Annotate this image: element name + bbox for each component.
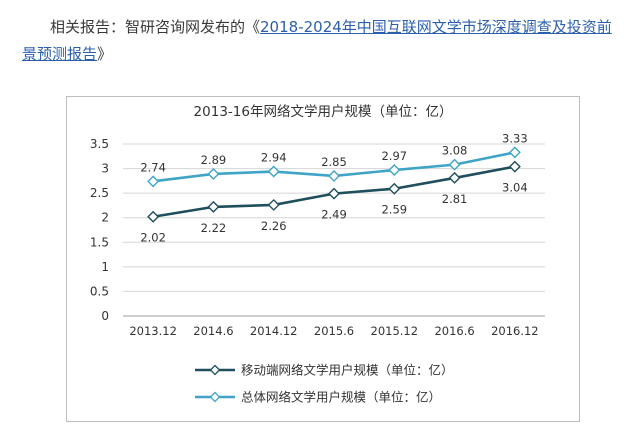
x-tick-label: 2014.12 xyxy=(250,324,298,338)
chart-frame: 2013-16年网络文学用户规模（单位：亿） 0 0.5 1 1.5 2 2.5 3 3.5 … xyxy=(66,96,580,422)
data-label: 2.49 xyxy=(321,208,347,222)
data-label: 2.59 xyxy=(381,203,407,217)
data-label: 2.97 xyxy=(381,149,407,163)
gridlines xyxy=(123,143,545,317)
legend-marker xyxy=(209,364,221,376)
legend-label: 总体网络文学用户规模（单位：亿） xyxy=(241,390,441,405)
data-point-marker xyxy=(388,164,401,177)
y-tick-label: 2 xyxy=(101,211,109,225)
data-point-marker xyxy=(207,200,220,213)
y-tick-label: 0.5 xyxy=(90,284,109,298)
series-layer: 2.02 2.22 2.26 2.49 2.59 2.81 3.04 2.74 2.89 2.94… xyxy=(140,131,527,244)
data-point-marker xyxy=(147,210,160,223)
data-label: 2.74 xyxy=(140,160,166,174)
data-label: 2.89 xyxy=(201,153,227,167)
x-tick-label: 2013.12 xyxy=(129,324,177,338)
series-total: 2.74 2.89 2.94 2.85 2.97 3.08 3.33 xyxy=(140,131,528,188)
legend-item: 总体网络文学用户规模（单位：亿） xyxy=(195,390,441,405)
data-label: 2.85 xyxy=(321,155,347,169)
chart-title: 2013-16年网络文学用户规模（单位：亿） xyxy=(194,103,453,120)
x-tick-label: 2014.6 xyxy=(193,324,233,338)
report-link[interactable]: 2018-2024年中国互联网文学市场深度调查及投资前景预测报告 xyxy=(22,18,612,63)
data-point-marker xyxy=(147,175,160,188)
y-tick-label: 1.5 xyxy=(90,235,109,249)
intro-prefix: 相关报告：智研咨询网发布的《 xyxy=(50,18,261,36)
x-tick-label: 2016.6 xyxy=(434,324,474,338)
data-label: 2.81 xyxy=(442,192,468,206)
data-point-marker xyxy=(267,165,280,178)
legend: 移动端网络文学用户规模（单位：亿） 总体网络文学用户规模（单位：亿） xyxy=(195,363,454,405)
y-tick-label: 3 xyxy=(101,162,109,176)
data-point-marker xyxy=(448,158,461,171)
legend-item: 移动端网络文学用户规模（单位：亿） xyxy=(195,363,454,378)
data-point-marker xyxy=(388,182,401,195)
data-point-marker xyxy=(508,160,521,173)
data-label: 3.33 xyxy=(502,131,528,145)
x-tick-label: 2015.6 xyxy=(314,324,354,338)
data-label: 3.08 xyxy=(442,144,468,158)
y-tick-label: 2.5 xyxy=(90,186,109,200)
data-label: 2.94 xyxy=(261,151,287,165)
related-report-note: 相关报告：智研咨询网发布的《2018-2024年中国互联网文学市场深度调查及投资… xyxy=(22,14,622,68)
x-tick-label: 2016.12 xyxy=(491,324,539,338)
data-point-marker xyxy=(328,187,340,200)
y-tick-label: 3.5 xyxy=(90,137,109,151)
data-point-marker xyxy=(448,171,461,184)
intro-suffix: 》 xyxy=(97,45,113,63)
data-label: 2.22 xyxy=(201,221,227,235)
data-point-marker xyxy=(207,167,220,180)
y-tick-label: 0 xyxy=(101,309,109,323)
data-point-marker xyxy=(267,198,280,211)
user-scale-line-chart: 2013-16年网络文学用户规模（单位：亿） 00.511.522.533.5 … xyxy=(90,103,545,405)
data-label: 2.02 xyxy=(140,231,166,245)
x-tick-label: 2015.12 xyxy=(371,324,419,338)
data-label: 2.26 xyxy=(261,219,287,233)
legend-label: 移动端网络文学用户规模（单位：亿） xyxy=(241,363,454,378)
series-mobile: 2.02 2.22 2.26 2.49 2.59 2.81 3.04 xyxy=(140,160,528,245)
y-tick-label: 1 xyxy=(101,260,109,274)
data-point-marker xyxy=(328,169,340,182)
y-axis-ticks: 0 0.5 1 1.5 2 2.5 3 3.5 xyxy=(90,137,109,323)
legend-marker xyxy=(209,391,221,403)
data-label: 3.04 xyxy=(502,181,528,195)
data-point-marker xyxy=(508,146,521,159)
x-axis-ticks: 2013.12 2014.6 2014.12 2015.6 2015.12 2016.6 2… xyxy=(129,324,538,338)
